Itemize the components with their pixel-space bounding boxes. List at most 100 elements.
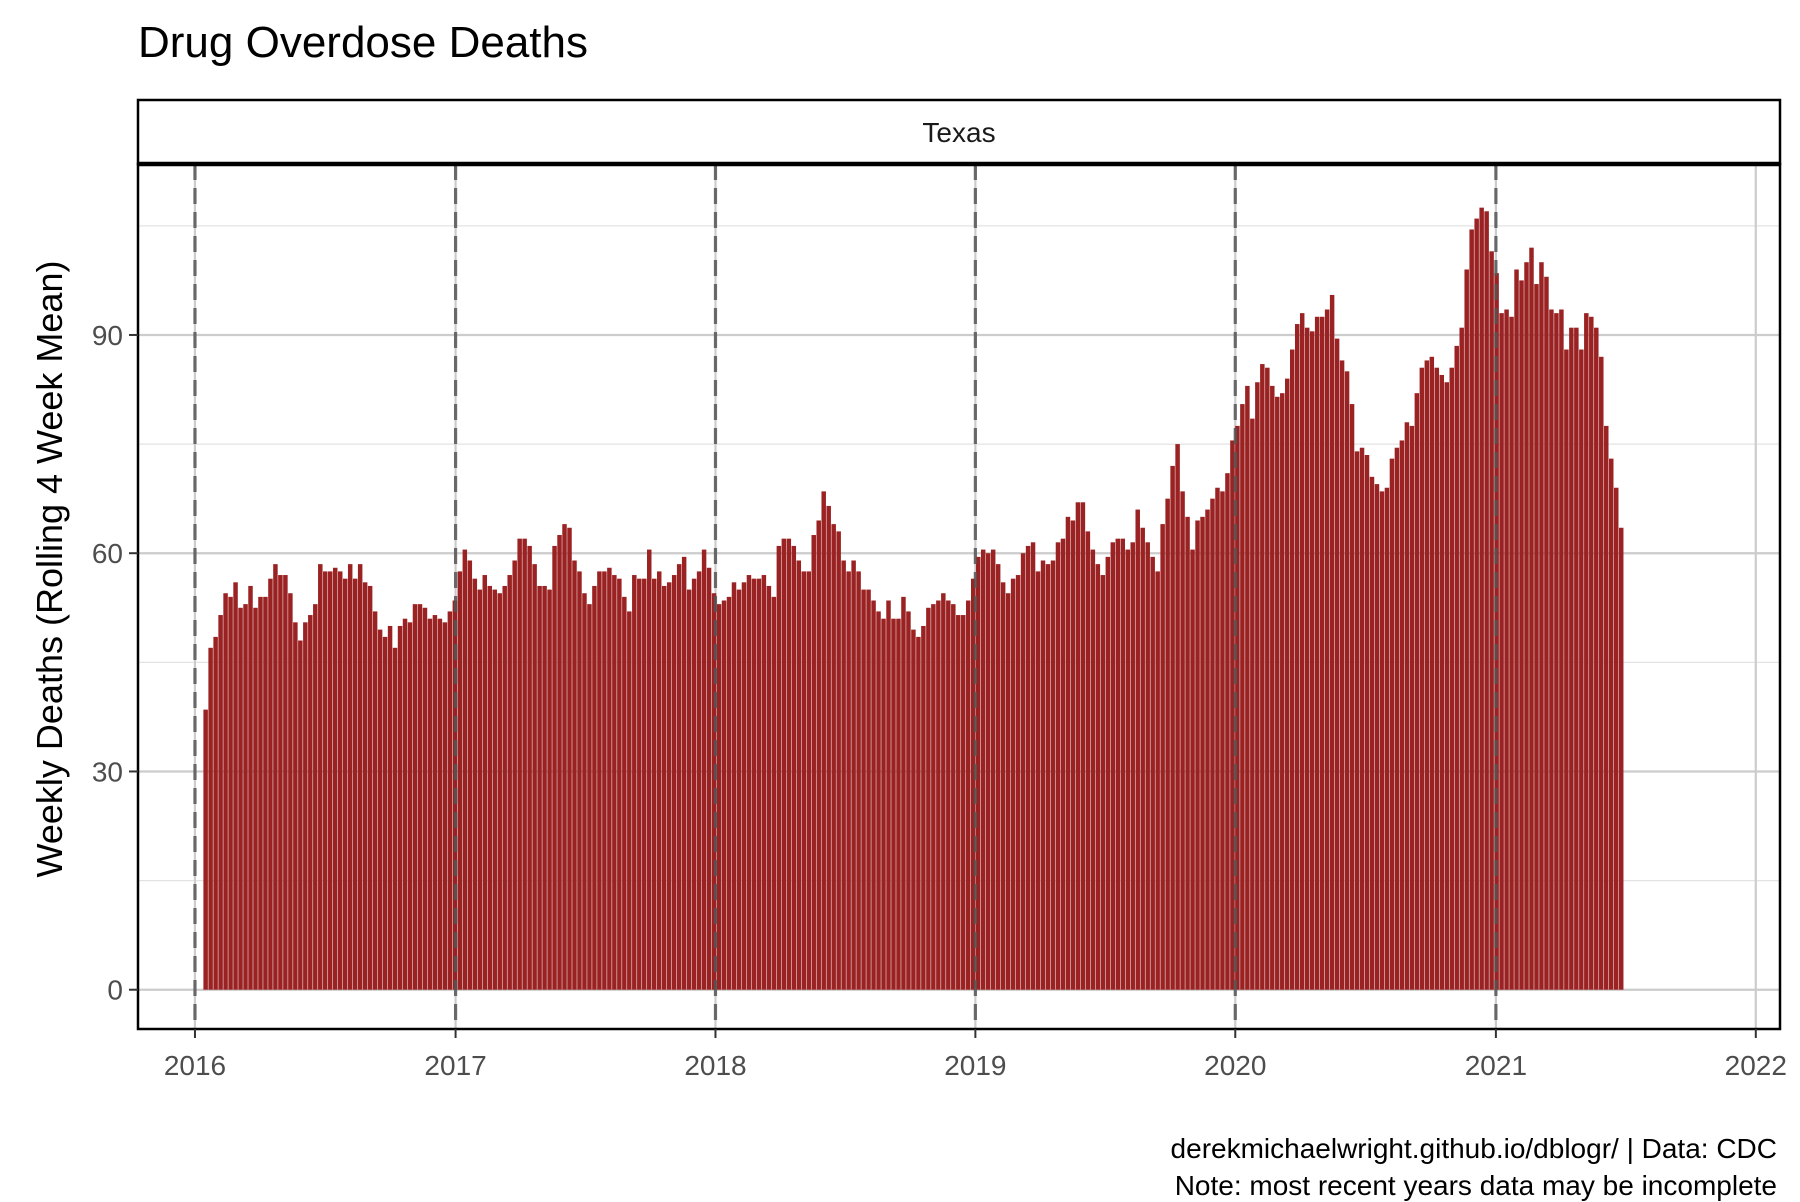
bar (1489, 251, 1494, 990)
bar (851, 560, 856, 990)
bar (666, 582, 672, 990)
bar (951, 604, 956, 990)
facet-label: Texas (922, 117, 995, 148)
bar (985, 553, 991, 990)
bar (941, 593, 946, 990)
bar (806, 571, 811, 990)
bar (906, 611, 911, 990)
bar (876, 611, 881, 990)
bar (602, 571, 607, 990)
bar (916, 636, 921, 990)
bar (1499, 313, 1504, 990)
bar (1514, 269, 1519, 990)
bar (1314, 316, 1320, 990)
bar (228, 596, 233, 990)
bar (936, 600, 941, 990)
bar (462, 549, 468, 990)
bar (771, 596, 777, 990)
bar (801, 571, 807, 990)
bar (362, 582, 368, 990)
x-tick-label: 2017 (424, 1050, 486, 1081)
bar (1165, 498, 1170, 990)
bar (347, 564, 353, 990)
bar (990, 549, 996, 990)
bar (1115, 538, 1121, 990)
bar (1519, 280, 1524, 990)
bar (1185, 516, 1190, 990)
bar (1085, 531, 1091, 990)
bar (781, 538, 787, 990)
bar (507, 575, 512, 990)
bar (218, 615, 223, 990)
bar (651, 578, 657, 990)
bar (1210, 498, 1215, 990)
bar (831, 524, 836, 990)
bar (1554, 313, 1559, 990)
bar (427, 618, 433, 990)
bar (417, 604, 423, 990)
bar (472, 578, 478, 990)
bar (537, 585, 542, 990)
bar (1285, 378, 1290, 990)
bar (357, 564, 363, 990)
bar (1459, 327, 1464, 990)
bar (1564, 349, 1569, 990)
bar (901, 596, 906, 990)
bar (1275, 396, 1280, 990)
bar (841, 560, 846, 990)
bar (656, 571, 662, 990)
bar (1419, 367, 1425, 990)
bar (1509, 316, 1514, 990)
y-tick-label: 0 (107, 975, 123, 1006)
chart-title: Drug Overdose Deaths (138, 18, 588, 67)
bar (1449, 367, 1454, 990)
bar (731, 582, 737, 990)
x-tick-label: 2016 (164, 1050, 226, 1081)
bar (1195, 520, 1200, 990)
bar (926, 607, 931, 990)
x-tick-label: 2020 (1204, 1050, 1266, 1081)
bar (1324, 309, 1330, 990)
bar (1289, 349, 1295, 990)
bar (1309, 331, 1315, 990)
bar (203, 709, 208, 990)
bar (1190, 549, 1195, 990)
bar (1529, 247, 1534, 990)
bar (223, 593, 228, 990)
bar (721, 600, 727, 990)
bar (617, 578, 622, 990)
bar (716, 604, 722, 990)
bar (1369, 476, 1375, 990)
bar (1280, 393, 1285, 990)
bar (1429, 356, 1435, 990)
bar (303, 622, 308, 990)
bar (966, 600, 971, 990)
bar (1230, 440, 1235, 990)
bar (1444, 382, 1450, 990)
bar (1035, 571, 1041, 990)
bar (980, 549, 986, 990)
bar (492, 589, 497, 990)
bar (552, 545, 557, 990)
bar (1374, 484, 1380, 990)
bar (1000, 582, 1006, 990)
bar (532, 564, 537, 990)
bar (1454, 345, 1459, 990)
bar (661, 585, 667, 990)
bar (1225, 473, 1230, 990)
year-reference-lines (193, 164, 1498, 1029)
bar (1110, 542, 1116, 990)
bar (522, 538, 527, 990)
bar (487, 585, 492, 990)
bar (1130, 542, 1135, 990)
x-tick-label: 2022 (1725, 1050, 1787, 1081)
bar (352, 578, 358, 990)
bar (397, 625, 403, 990)
bar (1055, 542, 1061, 990)
bar (1060, 538, 1066, 990)
bar (422, 607, 428, 990)
facet-strip (136, 98, 1782, 166)
bar (592, 585, 597, 990)
bar (1175, 444, 1180, 990)
bar (1135, 509, 1140, 990)
